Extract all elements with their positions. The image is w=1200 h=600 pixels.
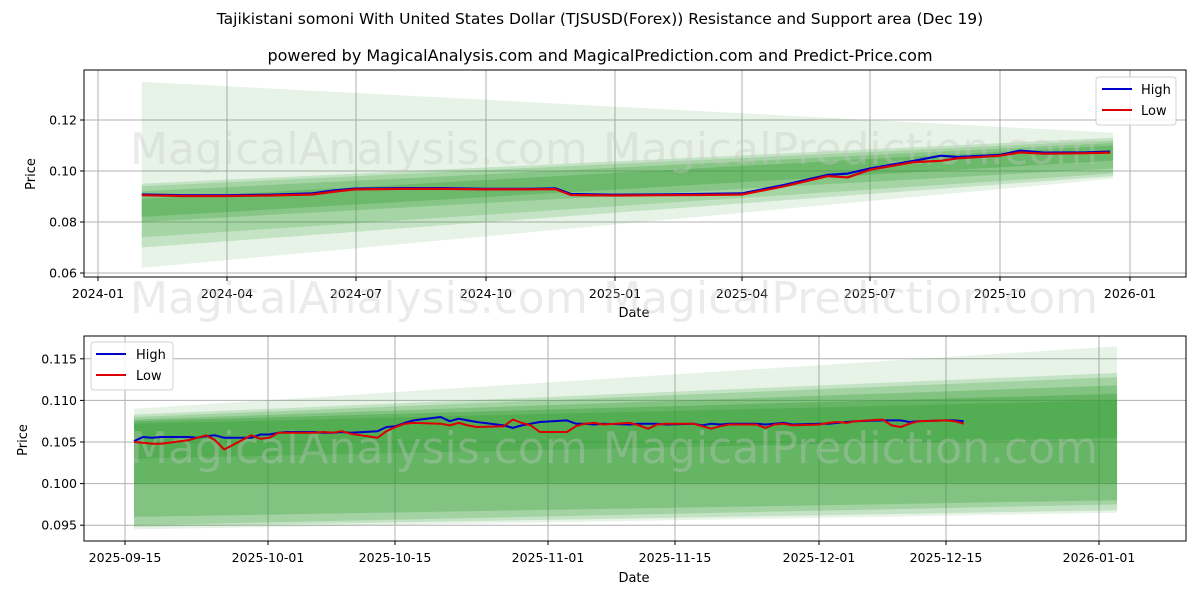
x-tick-label: 2025-11-15 [639, 550, 712, 565]
bottom-y-axis: 0.095 0.100 0.105 0.110 0.115 [41, 351, 84, 533]
y-tick-label: 0.12 [49, 113, 77, 128]
x-tick-label: 2025-10-15 [359, 550, 432, 565]
watermark-analysis-bottom: MagicalAnalysis.com [130, 423, 588, 474]
bottom-y-axis-label: Price [16, 424, 31, 456]
bottom-price-chart: MagicalAnalysis.com MagicalPrediction.co… [16, 335, 1187, 586]
top-legend: High Low [1095, 76, 1177, 126]
watermark-prediction-bottom: MagicalPrediction.com [603, 423, 1098, 474]
x-tick-label: 2025-12-01 [783, 550, 856, 565]
top-axes-frame [83, 69, 1187, 278]
y-tick-label: 0.095 [41, 518, 77, 533]
x-tick-label: 2025-10-01 [232, 550, 305, 565]
y-tick-label: 0.105 [41, 435, 77, 450]
support-resistance-band [134, 377, 1118, 526]
support-resistance-band [141, 142, 1114, 222]
x-tick-label: 2024-04 [201, 286, 253, 301]
y-tick-label: 0.08 [49, 215, 77, 230]
bottom-grid [84, 336, 1186, 541]
support-resistance-band [134, 385, 1118, 517]
top-x-axis-label: Date [618, 306, 649, 321]
watermark-prediction-lower: MagicalPrediction.com [603, 273, 1098, 324]
top-price-chart: MagicalAnalysis.com MagicalPrediction.co… [24, 69, 1187, 324]
top-grid [84, 70, 1186, 277]
low-price-line [133, 418, 964, 451]
y-tick-label: 0.100 [41, 476, 77, 491]
top-support-resistance-bands [141, 81, 1114, 268]
watermark-analysis-lower: MagicalAnalysis.com [130, 273, 588, 324]
x-tick-label: 2025-12-15 [910, 550, 983, 565]
support-resistance-band [134, 346, 1118, 530]
bottom-axes-frame [83, 335, 1187, 542]
bottom-support-resistance-bands [134, 346, 1118, 530]
x-tick-label: 2025-11-01 [512, 550, 585, 565]
low-price-line [141, 151, 1111, 198]
legend-low-label-bottom: Low [136, 369, 162, 384]
bottom-watermark: MagicalAnalysis.com MagicalPrediction.co… [130, 423, 1098, 474]
x-tick-label: 2024-07 [330, 286, 382, 301]
top-price-lines [141, 149, 1111, 198]
x-tick-label: 2024-10 [460, 286, 512, 301]
chart-title: Tajikistani somoni With United States Do… [216, 10, 984, 28]
legend-high-label-bottom: High [136, 348, 166, 363]
top-y-axis: 0.06 0.08 0.10 0.12 [49, 113, 84, 281]
legend-high-label: High [1141, 83, 1171, 98]
top-watermark: MagicalAnalysis.com MagicalPrediction.co… [130, 124, 1098, 175]
top-x-axis: 2024-01 2024-04 2024-07 2024-10 2025-01 2025-… [72, 277, 1156, 301]
x-tick-label: 2024-01 [72, 286, 124, 301]
x-tick-label: 2026-01 [1104, 286, 1156, 301]
top-y-axis-label: Price [24, 158, 39, 190]
legend-low-label: Low [1141, 104, 1167, 119]
y-tick-label: 0.110 [41, 393, 77, 408]
y-tick-label: 0.06 [49, 266, 77, 281]
x-tick-label: 2025-01 [589, 286, 641, 301]
x-tick-label: 2026-01-01 [1063, 550, 1136, 565]
watermark-analysis: MagicalAnalysis.com [130, 124, 588, 175]
bottom-x-axis: 2025-09-15 2025-10-01 2025-10-15 2025-11-01… [89, 541, 1136, 565]
support-resistance-band [134, 372, 1118, 527]
support-resistance-band [141, 140, 1114, 238]
support-resistance-band [134, 400, 1118, 459]
support-resistance-band [141, 81, 1114, 268]
y-tick-label: 0.115 [41, 351, 77, 366]
support-resistance-band [134, 393, 1118, 484]
y-tick-label: 0.10 [49, 164, 77, 179]
x-tick-label: 2025-10 [974, 286, 1026, 301]
watermark-prediction: MagicalPrediction.com [603, 124, 1098, 175]
x-tick-label: 2025-09-15 [89, 550, 162, 565]
chart-subtitle: powered by MagicalAnalysis.com and Magic… [267, 46, 933, 65]
x-tick-label: 2025-04 [716, 286, 768, 301]
bottom-price-lines [133, 416, 964, 451]
bottom-x-axis-label: Date [618, 571, 649, 586]
support-resistance-band [141, 137, 1114, 248]
bottom-legend: High Low [90, 341, 174, 391]
support-resistance-band [141, 145, 1114, 217]
x-tick-label: 2025-07 [844, 286, 896, 301]
